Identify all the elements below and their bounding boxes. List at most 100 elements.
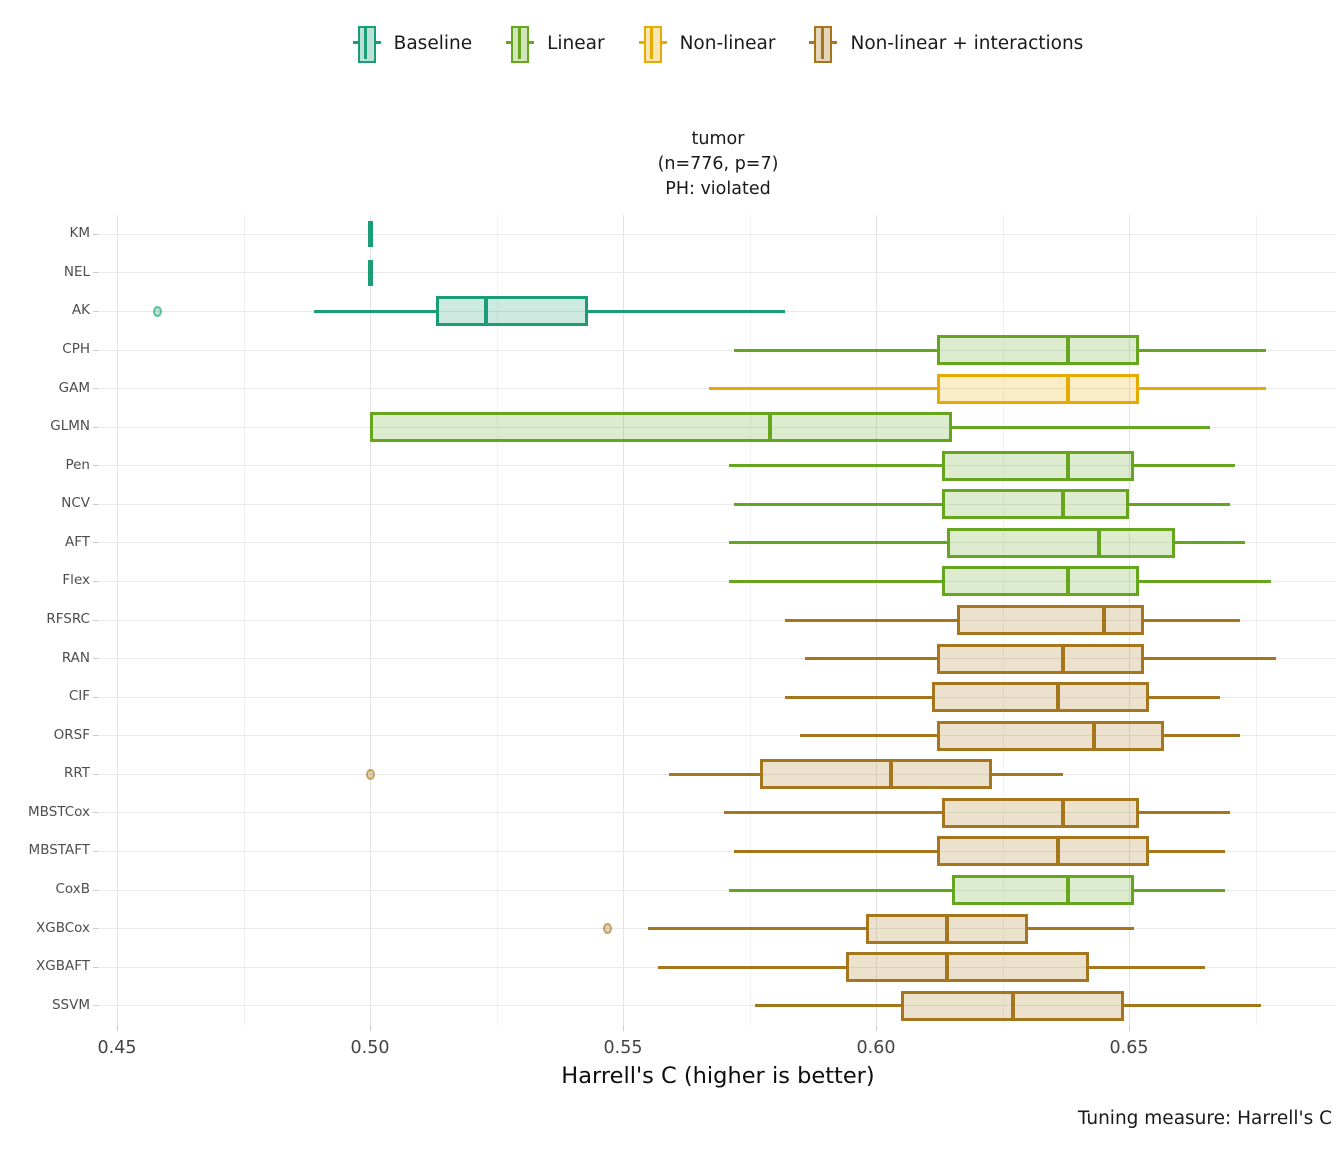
plot-title: tumor (n=776, p=7) PH: violated — [100, 127, 1336, 202]
outlier-rrt — [365, 768, 375, 780]
median-ssvm — [1010, 990, 1015, 1021]
x-axis-title: Harrell's C (higher is better) — [561, 1063, 875, 1089]
y-tick-mark — [93, 349, 99, 351]
y-label-pen: Pen — [65, 456, 90, 473]
y-tick-mark — [93, 889, 99, 891]
x-tick-label: 0.65 — [1109, 1038, 1149, 1058]
median-cif — [1056, 682, 1061, 713]
box-flex — [941, 566, 1140, 597]
whisker-high-orsf — [1164, 734, 1241, 738]
row-gridline — [100, 889, 1336, 891]
whisker-high-glmn — [951, 425, 1210, 429]
y-label-glmn: GLMN — [50, 418, 90, 435]
y-tick-mark — [93, 658, 99, 660]
y-tick-mark — [93, 310, 99, 312]
boxplot-degenerate-km — [367, 221, 373, 248]
whisker-high-xgbcox — [1027, 927, 1135, 931]
row-gridline — [100, 1005, 1336, 1007]
y-tick-mark — [93, 426, 99, 428]
whisker-low-ak — [314, 309, 436, 313]
whisker-high-cif — [1149, 695, 1221, 699]
y-label-xgbaft: XGBAFT — [36, 958, 90, 975]
y-label-rrt: RRT — [63, 765, 90, 782]
median-ran — [1061, 643, 1066, 674]
x-tick-mark — [623, 1025, 624, 1031]
y-tick-mark — [93, 580, 99, 582]
boxplot-key-icon — [506, 26, 535, 63]
legend-item-1: Linear — [506, 26, 605, 63]
whisker-high-flex — [1139, 579, 1271, 583]
box-orsf — [936, 720, 1165, 751]
legend-key-median — [364, 26, 368, 59]
whisker-low-coxb — [729, 888, 952, 892]
whisker-high-mbstaft — [1149, 849, 1226, 853]
boxplot-degenerate-nel — [367, 259, 373, 286]
y-tick-mark — [93, 619, 99, 621]
row-gridline — [100, 503, 1336, 505]
legend-item-3: Non-linear + interactions — [809, 26, 1084, 63]
box-aft — [946, 527, 1175, 558]
y-label-ak: AK — [71, 302, 90, 319]
whisker-low-rfsrc — [784, 618, 957, 622]
x-tick-label: 0.55 — [603, 1038, 643, 1058]
y-label-flex: Flex — [62, 572, 90, 589]
whisker-low-rrt — [668, 772, 760, 776]
y-tick-mark — [93, 928, 99, 930]
whisker-low-pen — [729, 464, 942, 468]
median-flex — [1066, 566, 1071, 597]
row-gridline — [100, 812, 1336, 814]
row-gridline — [100, 272, 1336, 274]
whisker-low-cif — [784, 695, 932, 699]
legend-key-whisker-right — [528, 41, 535, 44]
legend-key-median — [650, 26, 654, 59]
legend-item-2: Non-linear — [638, 26, 775, 63]
whisker-low-xgbaft — [658, 965, 846, 969]
whisker-high-mbstcox — [1139, 811, 1231, 815]
legend-key-whisker-left — [638, 41, 645, 44]
legend-label: Baseline — [393, 32, 473, 54]
median-ncv — [1061, 489, 1066, 520]
whisker-high-rrt — [992, 772, 1064, 776]
y-tick-mark — [93, 735, 99, 737]
median-mbstaft — [1056, 836, 1061, 867]
x-tick-mark — [876, 1025, 877, 1031]
y-tick-mark — [93, 465, 99, 467]
median-coxb — [1066, 875, 1071, 905]
whisker-high-cph — [1139, 348, 1266, 352]
median-xgbaft — [944, 952, 949, 983]
y-tick-mark — [93, 542, 99, 544]
box-cph — [936, 335, 1140, 365]
plot-panel — [100, 215, 1336, 1025]
legend-label: Non-linear + interactions — [850, 32, 1084, 54]
legend: Baseline Linear Non-linear Non-linear + int… — [0, 26, 1344, 63]
box-cif — [931, 682, 1150, 713]
whisker-high-gam — [1139, 387, 1266, 391]
median-aft — [1096, 527, 1101, 558]
whisker-low-cph — [734, 348, 937, 352]
title-line-dims: (n=776, p=7) — [657, 154, 779, 174]
legend-key-whisker-left — [506, 41, 513, 44]
median-mbstcox — [1061, 797, 1066, 828]
legend-key-whisker-left — [809, 41, 816, 44]
median-cph — [1066, 335, 1071, 365]
whisker-low-mbstcox — [724, 811, 942, 815]
y-label-mbstcox: MBSTCox — [28, 803, 90, 820]
outlier-ak — [152, 305, 162, 317]
y-label-ran: RAN — [61, 649, 90, 666]
y-label-km: KM — [69, 225, 90, 242]
boxplot-key-icon — [638, 26, 667, 63]
median-rfsrc — [1101, 605, 1106, 635]
whisker-low-mbstaft — [734, 849, 937, 853]
legend-key-whisker-right — [374, 41, 381, 44]
box-xgbaft — [845, 952, 1089, 983]
y-label-ncv: NCV — [61, 495, 90, 512]
row-gridline — [100, 735, 1336, 737]
box-mbstaft — [936, 836, 1150, 867]
whisker-high-aft — [1174, 541, 1246, 545]
y-tick-mark — [93, 812, 99, 814]
outlier-xgbcox — [603, 923, 613, 935]
whisker-low-ran — [805, 657, 937, 661]
y-label-ssvm: SSVM — [51, 996, 90, 1013]
box-rfsrc — [956, 605, 1145, 635]
row-gridline — [100, 619, 1336, 621]
